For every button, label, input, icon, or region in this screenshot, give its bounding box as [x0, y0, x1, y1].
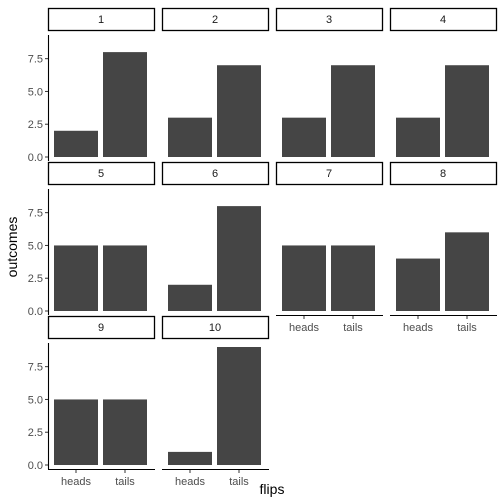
- facet-panel-2: 2: [161, 7, 270, 157]
- facet-strip: [161, 315, 270, 340]
- bar-tails: [217, 206, 261, 311]
- facet-strip-label: 4: [440, 14, 446, 26]
- facet-panel-1: 1 0.0 2.5 5.0 7.5: [28, 7, 156, 164]
- facet-strip-label: 3: [326, 14, 332, 26]
- y-tick-label: 5.0: [28, 86, 43, 98]
- y-tick-label: 0.0: [28, 152, 43, 164]
- x-tick-label-tails: tails: [229, 476, 249, 488]
- facet-panels: 1 0.0 2.5 5.0 7.5 2 3 4 5 0.0 2.5 5.0 7.5 6 7 heads tail…: [28, 7, 498, 488]
- bar-tails: [445, 65, 489, 157]
- facet-strip-label: 5: [98, 168, 104, 180]
- facet-strip: [161, 161, 270, 186]
- facet-strip: [47, 161, 156, 186]
- y-tick-label: 5.0: [28, 240, 43, 252]
- y-tick-label: 7.5: [28, 362, 43, 374]
- y-tick-label: 7.5: [28, 208, 43, 220]
- facet-panel-8: 8 heads tails: [389, 161, 498, 334]
- y-axis-title: outcomes: [4, 217, 20, 278]
- y-tick-label: 5.0: [28, 394, 43, 406]
- facet-strip-label: 9: [98, 322, 104, 334]
- facet-strip: [389, 161, 498, 186]
- x-tick-label-heads: heads: [175, 476, 205, 488]
- x-tick-label-tails: tails: [457, 322, 477, 334]
- facet-strip-label: 2: [212, 14, 218, 26]
- facet-strip-label: 7: [326, 168, 332, 180]
- bar-tails: [103, 399, 147, 465]
- bar-heads: [282, 245, 326, 311]
- bar-heads: [168, 451, 212, 465]
- y-tick-label: 2.5: [28, 273, 43, 285]
- facet-panel-10: 10 heads tails: [161, 315, 270, 488]
- bar-tails: [217, 347, 261, 465]
- facet-strip-label: 8: [440, 168, 446, 180]
- bar-tails: [103, 245, 147, 311]
- y-tick-label: 2.5: [28, 119, 43, 131]
- x-axis-title: flips: [260, 481, 285, 497]
- bar-heads: [54, 130, 98, 157]
- bar-heads: [54, 399, 98, 465]
- facet-strip-label: 6: [212, 168, 218, 180]
- facet-strip: [161, 7, 270, 32]
- facet-strip: [275, 7, 384, 32]
- bar-heads: [168, 117, 212, 157]
- x-tick-label-heads: heads: [61, 476, 91, 488]
- bar-tails: [331, 245, 375, 311]
- bar-heads: [54, 245, 98, 311]
- bar-heads: [396, 117, 440, 157]
- y-tick-label: 7.5: [28, 54, 43, 66]
- facet-panel-4: 4: [389, 7, 498, 157]
- facet-strip: [47, 7, 156, 32]
- x-tick-label-heads: heads: [403, 322, 433, 334]
- y-tick-label: 2.5: [28, 427, 43, 439]
- bar-heads: [168, 284, 212, 311]
- facet-strip-label: 10: [209, 322, 221, 334]
- facet-strip: [389, 7, 498, 32]
- facet-panel-3: 3: [275, 7, 384, 157]
- y-tick-label: 0.0: [28, 306, 43, 318]
- facet-strip: [275, 161, 384, 186]
- x-tick-label-tails: tails: [115, 476, 135, 488]
- bar-tails: [103, 52, 147, 157]
- y-tick-label: 0.0: [28, 460, 43, 472]
- facet-strip: [47, 315, 156, 340]
- facet-panel-5: 5 0.0 2.5 5.0 7.5: [28, 161, 156, 318]
- bar-tails: [331, 65, 375, 157]
- facet-strip-label: 1: [98, 14, 104, 26]
- facet-panel-7: 7 heads tails: [275, 161, 384, 334]
- facet-panel-6: 6: [161, 161, 270, 311]
- x-tick-label-tails: tails: [343, 322, 363, 334]
- facet-panel-9: 9 0.0 2.5 5.0 7.5 heads tails: [28, 315, 156, 488]
- bar-tails: [445, 232, 489, 311]
- bar-tails: [217, 65, 261, 157]
- bar-heads: [282, 117, 326, 157]
- x-tick-label-heads: heads: [289, 322, 319, 334]
- bar-heads: [396, 258, 440, 311]
